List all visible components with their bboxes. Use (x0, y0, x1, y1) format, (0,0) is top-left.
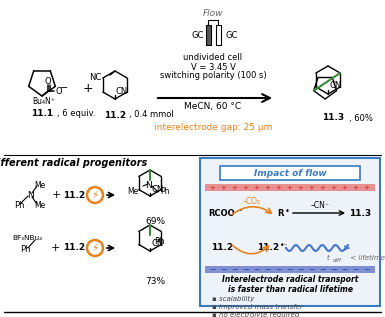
Text: , 0.4 mmol: , 0.4 mmol (129, 111, 174, 120)
Text: diff: diff (333, 257, 342, 262)
Text: −: − (363, 266, 369, 275)
Text: Ph: Ph (160, 187, 169, 197)
Text: Ph: Ph (154, 236, 164, 245)
Bar (205, 184, 375, 191)
Text: Ph: Ph (14, 200, 25, 210)
Text: −: − (264, 266, 270, 275)
Text: NC: NC (89, 73, 101, 81)
Bar (205, 266, 375, 273)
Bar (216, 25, 221, 45)
Text: ▪ scalability: ▪ scalability (212, 296, 254, 302)
Text: MeCN, 60 °C: MeCN, 60 °C (184, 102, 241, 112)
Text: CN: CN (116, 87, 128, 95)
Text: 11.2: 11.2 (257, 243, 279, 253)
Text: is faster than radical lifetime: is faster than radical lifetime (228, 284, 353, 294)
Text: Ph: Ph (20, 245, 30, 255)
Text: 11.2: 11.2 (63, 191, 85, 199)
Text: 69%: 69% (145, 217, 165, 225)
Text: −: − (330, 266, 336, 275)
Text: +: + (50, 243, 60, 253)
Text: –CO₂: –CO₂ (243, 197, 261, 205)
Text: O: O (45, 77, 51, 87)
Text: 11.2: 11.2 (104, 111, 126, 120)
Bar (206, 25, 211, 45)
Text: −: − (235, 206, 241, 216)
Text: Interelectrode radical transport: Interelectrode radical transport (222, 275, 358, 284)
Text: Me: Me (34, 200, 45, 210)
Text: BF₃NBu₄: BF₃NBu₄ (12, 235, 42, 241)
Text: undivided cell: undivided cell (183, 54, 243, 62)
Text: +: + (330, 185, 336, 191)
Text: −: − (275, 266, 281, 275)
Text: Flow: Flow (203, 9, 223, 17)
Text: –CN⁻: –CN⁻ (311, 200, 330, 210)
Text: switching polarity (100 s): switching polarity (100 s) (160, 72, 266, 81)
Text: +: + (242, 185, 248, 191)
Text: +: + (51, 190, 61, 200)
Bar (200, 158, 380, 306)
Text: Bu₄N⁺: Bu₄N⁺ (33, 98, 55, 107)
Text: +: + (319, 185, 325, 191)
Text: interelectrode gap: 25 μm: interelectrode gap: 25 μm (154, 124, 272, 133)
Text: < lifetime: < lifetime (348, 255, 385, 261)
Text: 73%: 73% (145, 277, 165, 287)
Text: ▪ improved mass transfer: ▪ improved mass transfer (212, 304, 303, 310)
Text: +: + (83, 81, 93, 94)
Text: Different radical progenitors: Different radical progenitors (0, 158, 147, 168)
Text: 11.2: 11.2 (63, 243, 85, 253)
Text: N: N (27, 191, 33, 199)
Text: O: O (56, 87, 62, 95)
Text: CN: CN (151, 240, 163, 249)
Text: ▪ no electrolyte required: ▪ no electrolyte required (212, 312, 300, 317)
Text: CN: CN (151, 184, 163, 193)
Text: ⚡: ⚡ (91, 190, 99, 200)
Text: , 60%: , 60% (349, 113, 373, 122)
Text: +: + (286, 185, 292, 191)
Text: +: + (297, 185, 303, 191)
Text: −: − (60, 83, 68, 93)
Text: +: + (308, 185, 314, 191)
Text: +: + (341, 185, 347, 191)
Text: −: − (308, 266, 314, 275)
Text: CN: CN (329, 81, 341, 90)
Text: t: t (326, 255, 330, 261)
Text: +: + (363, 185, 369, 191)
Text: +: + (220, 185, 226, 191)
Text: −: − (319, 266, 325, 275)
Text: 11.1: 11.1 (31, 109, 53, 119)
Text: +: + (253, 185, 259, 191)
Text: −: − (352, 266, 358, 275)
Text: −: − (253, 266, 259, 275)
Text: −: − (209, 266, 215, 275)
Text: 11.3: 11.3 (322, 113, 344, 122)
Text: V = 3.45 V: V = 3.45 V (191, 62, 236, 72)
Text: •: • (285, 206, 290, 216)
Text: •⁻: •⁻ (280, 242, 288, 250)
Text: GC: GC (225, 30, 238, 40)
Text: Me: Me (127, 187, 138, 197)
Text: GC: GC (192, 30, 204, 40)
Text: +: + (264, 185, 270, 191)
Text: −: − (297, 266, 303, 275)
Text: −: − (231, 266, 237, 275)
Text: +: + (209, 185, 215, 191)
Text: −: − (286, 266, 292, 275)
Text: , 6 equiv.: , 6 equiv. (57, 109, 95, 119)
Bar (220, 166, 360, 180)
Text: Impact of flow: Impact of flow (254, 169, 326, 178)
Text: −: − (220, 266, 226, 275)
Text: 11.3: 11.3 (349, 209, 371, 217)
Text: ⚡: ⚡ (91, 243, 99, 253)
Text: R: R (277, 209, 283, 217)
Text: +: + (231, 185, 237, 191)
Text: +: + (352, 185, 358, 191)
Text: 11.2: 11.2 (211, 243, 233, 253)
Text: +: + (275, 185, 281, 191)
Text: −: − (242, 266, 248, 275)
Text: −: − (341, 266, 347, 275)
Text: N: N (145, 180, 151, 190)
Text: Me: Me (34, 180, 45, 190)
Text: RCOO: RCOO (209, 209, 235, 217)
